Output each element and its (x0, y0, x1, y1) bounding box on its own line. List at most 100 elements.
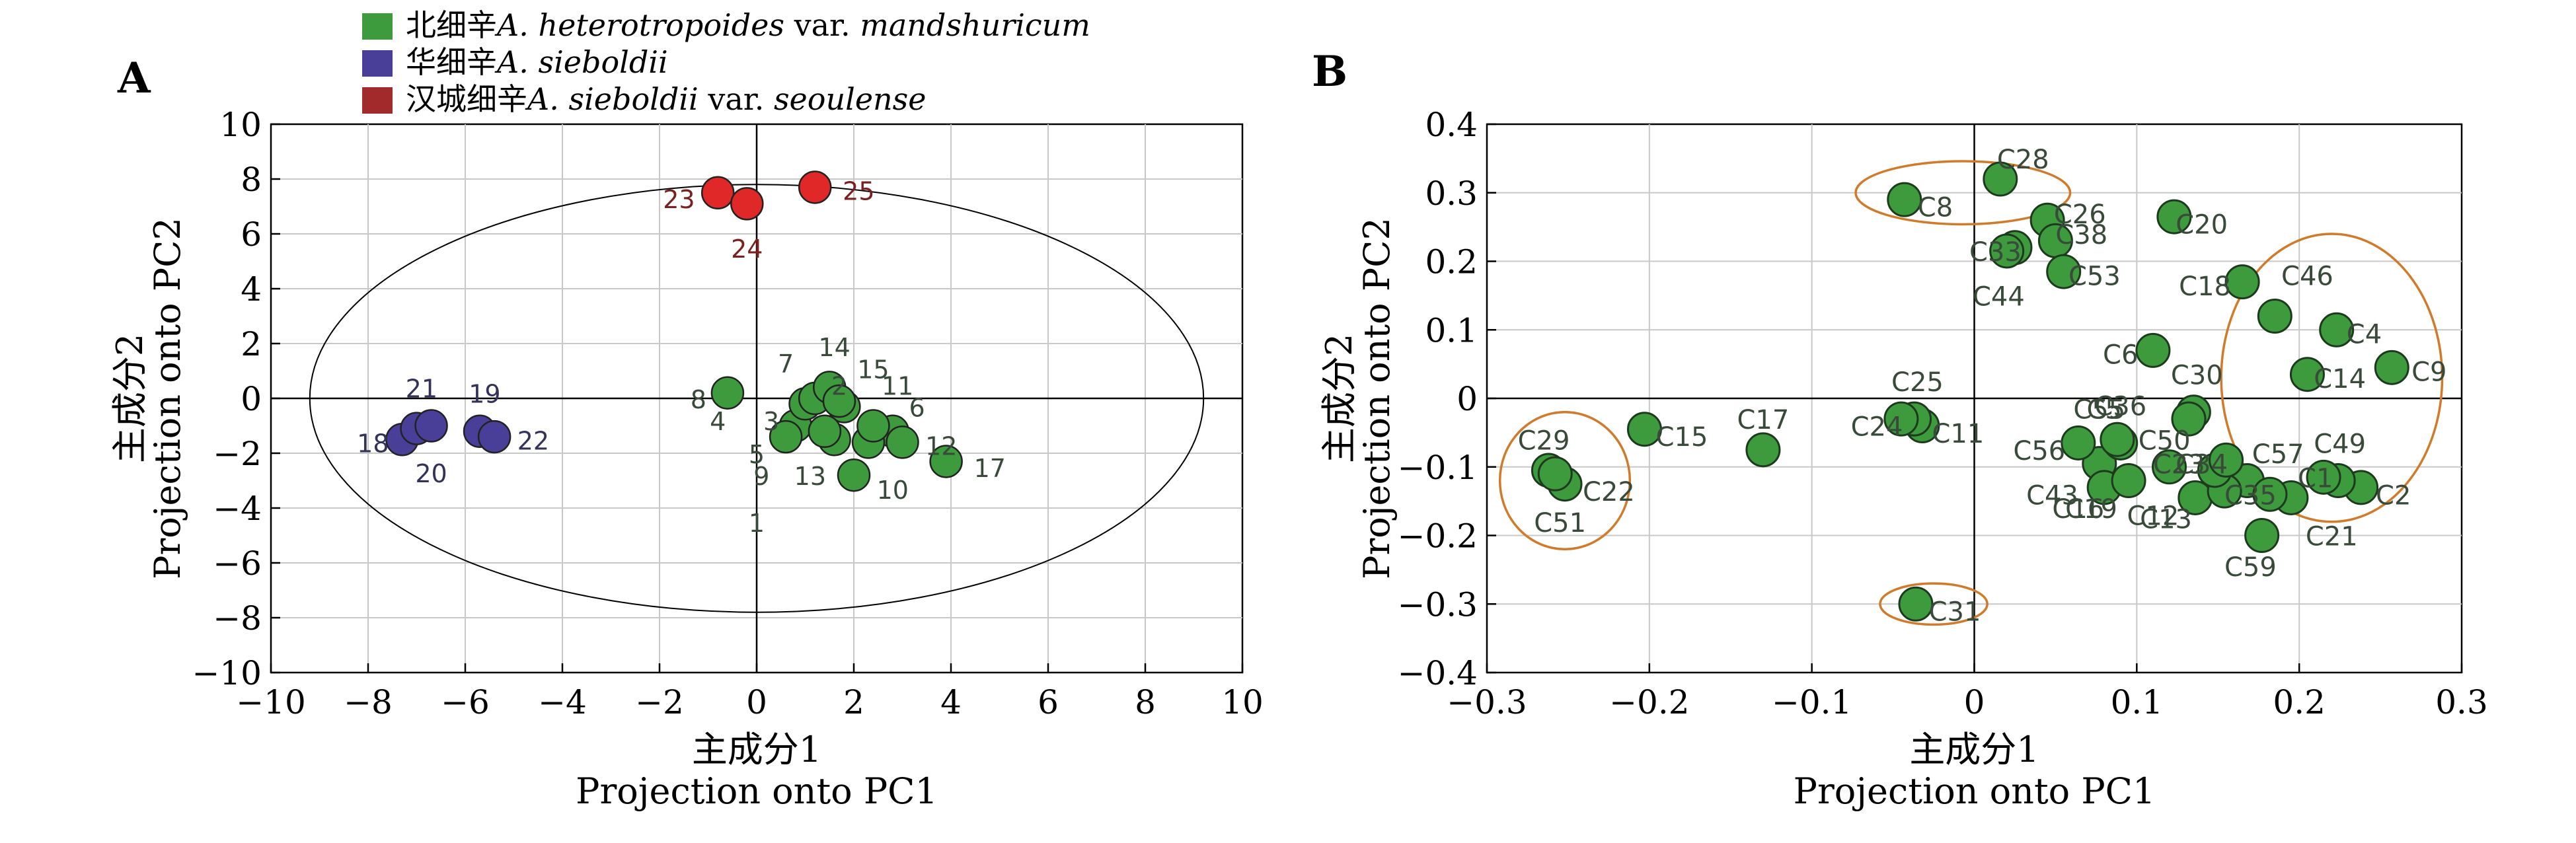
point-label: C23 (2153, 450, 2205, 480)
y-tick-label: −4 (213, 490, 262, 528)
y-tick-label: −10 (192, 654, 262, 692)
y-tick-label: 4 (241, 270, 262, 309)
series-group-1: 18 19 20 21 22 (357, 374, 549, 488)
point-label: 8 (691, 385, 706, 414)
confidence-ellipse (309, 184, 1205, 613)
cluster-ellipse (1498, 411, 1632, 550)
point-label: 6 (909, 393, 925, 422)
point-label: C50 (2139, 425, 2191, 456)
data-point (1898, 586, 1934, 622)
point-label: C51 (1534, 508, 1586, 538)
y-axis-label: Projection onto PC2 (147, 217, 188, 579)
panel-b-chart: −0.3 −0.2 −0.1 0 0.1 0.2 0.3−0.4−0.3−0.2−0.100… (1318, 106, 2488, 812)
point-label: C30 (2171, 361, 2223, 391)
point-label: C25 (1891, 367, 1944, 398)
x-tick-label: −2 (635, 683, 684, 721)
point-label: C26 (2054, 200, 2106, 230)
data-point (2252, 476, 2288, 512)
x-tick-label: 6 (1038, 683, 1059, 721)
legend-entry: 华细辛A. sieboldii (406, 44, 668, 80)
y-tick-label: −2 (213, 435, 262, 473)
x-tick-label: 10 (1221, 683, 1264, 721)
point-label: 7 (778, 349, 794, 379)
x-tick-label: −4 (538, 683, 587, 721)
data-point (856, 409, 890, 443)
point-label: C38 (2055, 220, 2107, 250)
point-label: C20 (2176, 209, 2228, 240)
panel-b-letter: B (1312, 47, 1347, 96)
point-label: C11 (1932, 419, 1985, 449)
legend-entry: 汉城细辛A. sieboldii var. seoulense (406, 81, 927, 117)
x-axis-label: Projection onto PC1 (576, 770, 938, 812)
point-label: C15 (1656, 422, 1708, 453)
data-point (2244, 518, 2280, 553)
point-label: C16 (2052, 494, 2104, 525)
data-point (929, 445, 963, 478)
point-label: 17 (974, 454, 1006, 483)
point-label: 21 (406, 374, 437, 403)
point-label: C6 (2103, 340, 2138, 371)
point-label: C18 (2179, 272, 2231, 302)
x-tick-label: 0.1 (2111, 683, 2164, 721)
x-tick-label: −6 (441, 683, 490, 721)
data-point (798, 170, 832, 204)
data-point (2319, 312, 2355, 348)
data-point (414, 409, 448, 443)
point-label: C13 (2140, 505, 2192, 535)
y-tick-label: −0.2 (1398, 517, 1478, 556)
point-label: 11 (882, 371, 913, 400)
y-tick-label: 2 (241, 325, 262, 363)
data-point (769, 420, 803, 454)
data-point (1537, 456, 1573, 492)
point-label: C34 (2176, 450, 2228, 480)
data-point (2152, 449, 2187, 485)
point-label: C12 (2127, 501, 2179, 531)
point-label: 19 (469, 380, 500, 409)
point-label: 20 (415, 459, 447, 488)
data-point (2061, 425, 2096, 460)
point-label: C49 (2314, 429, 2366, 459)
point-label: 14 (818, 333, 850, 362)
x-tick-label: 0 (1964, 683, 1985, 721)
point-label: C43 (2026, 480, 2078, 511)
point-label: C33 (1969, 237, 2022, 268)
y-axis-label-cn: 主成分2 (1318, 334, 1360, 463)
point-label: C9 (2411, 357, 2446, 388)
point-label: C36 (2094, 391, 2146, 422)
point-label: 18 (357, 429, 389, 458)
point-label: C46 (2281, 261, 2333, 291)
cluster-ellipse (1854, 160, 2072, 226)
x-axis-label: Projection onto PC1 (1794, 770, 2156, 812)
point-label: C31 (1929, 597, 1981, 628)
data-point (886, 425, 919, 459)
point-label: 1 (749, 509, 765, 538)
point-label: 15 (857, 355, 889, 384)
data-point (2257, 299, 2292, 334)
data-point (837, 458, 871, 492)
data-point (822, 384, 856, 418)
point-label: C35 (2224, 480, 2277, 511)
data-point (2289, 357, 2325, 392)
data-point (2100, 422, 2135, 457)
x-axis-label-cn: 主成分1 (1909, 729, 2039, 770)
y-axis-label: Projection onto PC2 (1356, 217, 1398, 579)
x-tick-label: −0.1 (1772, 683, 1852, 721)
legend-entry: 北细辛A. heterotropoides var. mandshuricum (406, 7, 1090, 43)
point-label: 25 (843, 177, 874, 206)
data-point (1883, 401, 1919, 437)
x-tick-label: 4 (940, 683, 962, 721)
data-point (2209, 442, 2244, 478)
point-label: 23 (663, 185, 695, 214)
data-point (701, 176, 735, 209)
y-tick-label: 0 (241, 380, 262, 418)
data-point (1887, 182, 1922, 217)
series-group-2: 23 24 25 (663, 170, 875, 264)
point-label: 10 (877, 476, 909, 505)
point-label: 13 (794, 462, 826, 491)
data-point (1989, 233, 2025, 269)
y-tick-label: −6 (213, 544, 262, 583)
data-point (1626, 412, 1662, 447)
point-label: 2 (831, 371, 847, 400)
